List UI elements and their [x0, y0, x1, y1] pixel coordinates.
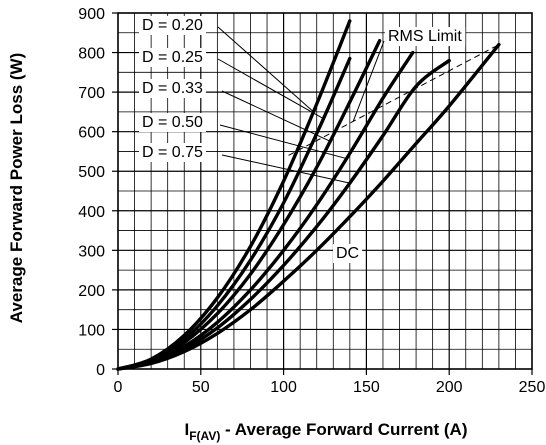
series-leader-3 — [219, 124, 347, 160]
x-tick-label: 250 — [519, 379, 546, 396]
series-callouts: D = 0.20 D = 0.25 D = 0.33 D = 0.50 D = 0.75… — [139, 16, 466, 263]
x-axis-symbol: I — [184, 420, 189, 439]
rms-limit-label: RMS Limit — [388, 28, 462, 45]
series-label-3: D = 0.50 — [142, 114, 203, 131]
series-label-0: D = 0.20 — [142, 17, 203, 34]
x-axis-text: - Average Forward Current (A) — [220, 420, 467, 439]
y-tick-label: 500 — [78, 164, 105, 181]
series-label-bg-2 — [139, 79, 207, 98]
series-lines — [116, 19, 501, 371]
x-tick-label: 0 — [114, 379, 123, 396]
series-label-bg-4 — [139, 143, 207, 162]
series-label-4: D = 0.75 — [142, 144, 203, 161]
x-tick-label: 100 — [270, 379, 297, 396]
y-tick-label: 600 — [78, 125, 105, 142]
y-tick-labels: 0 100 200 300 400 500 600 700 800 900 — [78, 6, 118, 379]
y-tick-label: 400 — [78, 204, 105, 221]
series-leader-0 — [217, 26, 314, 113]
x-tick-label: 200 — [436, 379, 463, 396]
plot-frame — [117, 12, 533, 370]
plot-border — [117, 12, 533, 370]
series-leader-1 — [217, 58, 324, 120]
grid — [118, 13, 532, 369]
y-tick-label: 0 — [96, 362, 105, 379]
series-label-bg-1 — [139, 48, 207, 67]
series-label-bg-3 — [139, 113, 207, 132]
series-label-1: D = 0.25 — [142, 49, 203, 66]
dc-label: DC — [336, 245, 359, 262]
series-label-bg-0 — [139, 16, 207, 35]
rms-limit-label-bg — [385, 27, 466, 46]
series-leader-4 — [221, 154, 350, 184]
y-tick-label: 200 — [78, 283, 105, 300]
series-leader-2 — [221, 90, 331, 142]
rms-limit-leader — [352, 40, 385, 122]
x-axis-subscript: F(AV) — [189, 429, 220, 443]
y-tick-label: 300 — [78, 243, 105, 260]
y-tick-label: 900 — [78, 6, 105, 23]
y-axis-label: Average Forward Power Loss (W) — [7, 53, 26, 323]
y-tick-label: 700 — [78, 85, 105, 102]
x-axis-label: IF(AV) - Average Forward Current (A) — [184, 420, 467, 443]
dc-label-bg — [333, 244, 363, 263]
x-tick-label: 50 — [192, 379, 210, 396]
series-label-2: D = 0.33 — [142, 80, 203, 97]
x-tick-label: 150 — [353, 379, 380, 396]
y-tick-label: 100 — [78, 322, 105, 339]
series-line-2 — [116, 39, 382, 371]
series-line-5 — [116, 42, 501, 371]
y-tick-label: 800 — [78, 46, 105, 63]
x-tick-labels: 0 50 100 150 200 250 — [114, 369, 546, 396]
